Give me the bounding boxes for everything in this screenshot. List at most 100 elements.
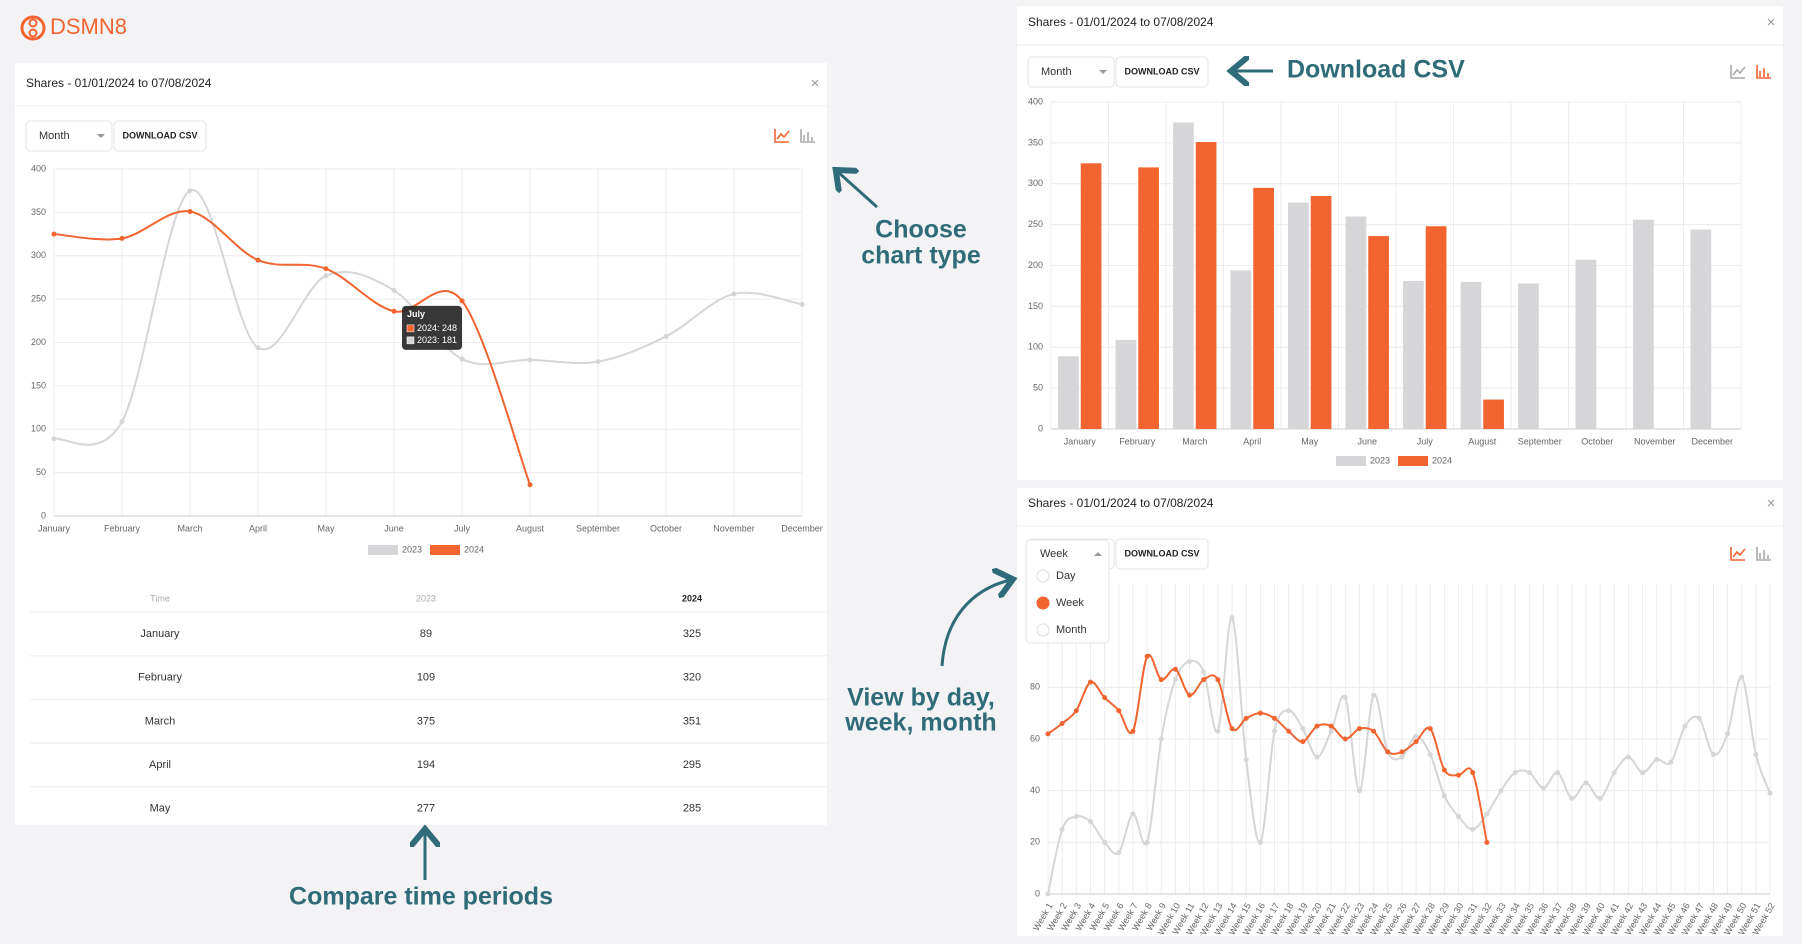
point [187, 209, 193, 215]
x-tick-label: July [1417, 436, 1434, 446]
point [1087, 679, 1093, 685]
close-button[interactable]: × [1767, 14, 1776, 31]
bar [1345, 216, 1367, 429]
x-tick-label: December [781, 523, 823, 533]
point [1272, 728, 1278, 734]
panel-title: Shares - 01/01/2024 to 07/08/2024 [1028, 15, 1214, 29]
y-tick-label: 300 [1028, 178, 1043, 188]
arrow [940, 580, 1010, 667]
point [1314, 723, 1320, 729]
line-chart-icon[interactable] [774, 129, 790, 143]
arrow [838, 172, 879, 209]
point [1739, 674, 1745, 680]
period-select[interactable] [1027, 56, 1115, 88]
caret [1099, 70, 1107, 74]
bar [1288, 202, 1309, 429]
x-tick-label: March [1182, 436, 1207, 446]
bar-chart-icon[interactable] [1756, 547, 1771, 561]
table-header[interactable]: 2024 [682, 593, 702, 603]
x-tick-label: October [650, 523, 682, 533]
point [1286, 708, 1292, 714]
x-tick-label: March [177, 523, 202, 533]
point [1753, 752, 1759, 757]
radio[interactable] [1036, 623, 1050, 637]
x-tick-label: November [713, 523, 755, 533]
y-tick-label: 400 [1028, 96, 1043, 106]
table-cell: 109 [417, 672, 435, 684]
x-tick-label: April [249, 523, 267, 533]
legend-label: 2024 [1432, 455, 1452, 465]
period-select-value: Month [1041, 66, 1072, 78]
point [1328, 723, 1334, 729]
point [1399, 749, 1405, 755]
download-button[interactable] [1115, 56, 1209, 88]
annotation: Compare time periods [289, 883, 553, 911]
line-chart-icon[interactable] [1730, 65, 1746, 79]
tooltip-title: July [407, 309, 425, 319]
y-tick-label: 300 [31, 250, 46, 260]
period-option[interactable]: Month [1056, 624, 1087, 636]
bar-chart-icon[interactable] [1756, 65, 1771, 79]
y-tick-label: 150 [31, 380, 46, 390]
table-cell: 295 [683, 759, 701, 771]
bar-chart-icon[interactable] [800, 129, 815, 143]
point [1116, 708, 1122, 714]
radio[interactable] [1036, 596, 1050, 610]
x-tick-label: May [1301, 436, 1319, 446]
tooltip-swatch [406, 336, 415, 345]
point [1385, 749, 1391, 755]
x-tick-label: May [317, 523, 335, 533]
bar [1403, 281, 1424, 429]
point [51, 231, 57, 237]
x-tick-label: August [1468, 436, 1497, 446]
y-tick-label: 350 [1028, 137, 1043, 147]
download-button-label: DOWNLOAD CSV [1125, 66, 1200, 76]
x-tick-label: August [516, 523, 545, 533]
table-cell: 194 [417, 759, 435, 771]
x-tick-label: September [576, 523, 620, 533]
radio[interactable] [1036, 569, 1050, 583]
table-header[interactable]: Time [150, 593, 170, 603]
y-tick-label: 350 [31, 207, 46, 217]
download-button[interactable] [113, 120, 207, 152]
table-cell: 351 [683, 715, 701, 727]
point [1371, 692, 1377, 698]
point [1710, 752, 1716, 757]
point [1583, 780, 1589, 786]
period-option[interactable]: Week [1056, 597, 1084, 609]
y-tick-label: 250 [1028, 219, 1043, 229]
download-button[interactable] [1115, 538, 1209, 570]
point [1102, 839, 1108, 845]
period-select[interactable] [25, 120, 113, 152]
point [1625, 754, 1631, 760]
series-line [1047, 616, 1771, 895]
point [1611, 770, 1617, 776]
annotation: week, month [844, 709, 996, 737]
x-tick-label: June [1357, 436, 1377, 446]
close-button[interactable]: × [1767, 495, 1776, 512]
point [1725, 731, 1731, 737]
point [1243, 757, 1249, 763]
table-cell: 277 [417, 803, 435, 815]
close-button[interactable]: × [811, 75, 820, 92]
legend-swatch [430, 545, 460, 555]
point [1286, 728, 1292, 734]
period-option[interactable]: Day [1056, 570, 1076, 582]
panel-content: Shares - 01/01/2024 to 07/08/2024 × Month D… [15, 75, 827, 815]
y-tick-label: 20 [1030, 837, 1040, 847]
point [1696, 715, 1702, 721]
bar [1058, 356, 1079, 429]
y-tick-label: 80 [1030, 682, 1040, 692]
table-header[interactable]: 2023 [416, 593, 436, 603]
table-cell: 89 [420, 628, 432, 640]
y-tick-label: 0 [41, 510, 46, 520]
point [1640, 770, 1646, 776]
point [1158, 677, 1164, 683]
point [1654, 757, 1660, 763]
point [1130, 728, 1136, 734]
line-chart-icon[interactable] [1730, 547, 1746, 561]
point [255, 345, 261, 351]
y-tick-label: 0 [1038, 423, 1043, 433]
annotation: Choose [875, 216, 967, 244]
bar [1425, 226, 1447, 429]
